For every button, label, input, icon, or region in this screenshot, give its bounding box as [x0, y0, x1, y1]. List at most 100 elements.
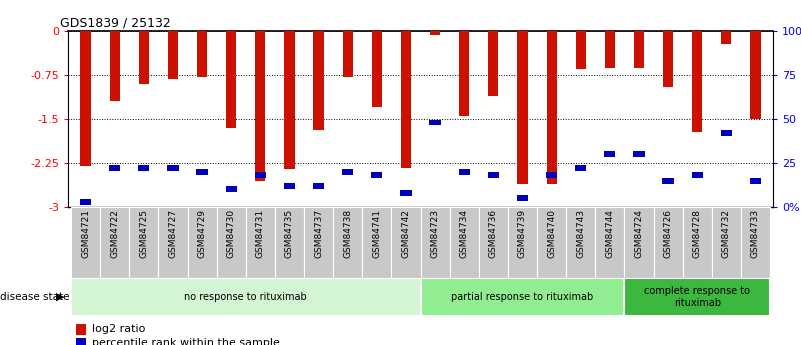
Bar — [371, 172, 382, 178]
Bar — [304, 207, 333, 278]
Bar — [605, 31, 615, 68]
Text: GSM84731: GSM84731 — [256, 209, 265, 258]
Bar — [625, 207, 654, 278]
Bar — [421, 207, 449, 278]
Text: GSM84723: GSM84723 — [431, 209, 440, 258]
Text: GSM84732: GSM84732 — [722, 209, 731, 258]
Text: GSM84733: GSM84733 — [751, 209, 760, 258]
Bar — [546, 172, 557, 178]
Bar — [372, 31, 382, 107]
Bar — [284, 31, 295, 169]
Bar — [159, 207, 187, 278]
Bar — [459, 31, 469, 116]
Bar — [576, 31, 586, 69]
Bar — [168, 31, 178, 79]
Text: GSM84742: GSM84742 — [401, 209, 410, 258]
Bar — [109, 165, 120, 171]
Bar — [517, 195, 528, 201]
Bar — [71, 207, 100, 278]
Text: GSM84734: GSM84734 — [460, 209, 469, 258]
Bar — [575, 165, 586, 171]
Text: GDS1839 / 25132: GDS1839 / 25132 — [60, 16, 171, 29]
Bar — [392, 207, 421, 278]
Bar — [196, 169, 207, 175]
Bar — [246, 207, 275, 278]
Text: GSM84735: GSM84735 — [285, 209, 294, 258]
Bar — [662, 178, 674, 184]
Bar — [139, 31, 149, 84]
Text: ▶: ▶ — [55, 292, 64, 302]
Bar — [604, 151, 615, 157]
Bar — [129, 207, 159, 278]
Bar — [751, 31, 761, 119]
Bar — [449, 207, 479, 278]
Bar — [313, 31, 324, 130]
Text: GSM84724: GSM84724 — [634, 209, 643, 258]
Bar — [421, 278, 625, 316]
Bar — [741, 207, 770, 278]
Bar — [691, 172, 702, 178]
Bar — [226, 31, 236, 128]
Text: log2 ratio: log2 ratio — [92, 325, 146, 334]
Text: GSM84726: GSM84726 — [663, 209, 673, 258]
Bar — [429, 120, 441, 126]
Text: GSM84736: GSM84736 — [489, 209, 498, 258]
Bar — [546, 31, 557, 184]
Text: GSM84725: GSM84725 — [139, 209, 148, 258]
Bar — [342, 169, 353, 175]
Bar — [139, 165, 150, 171]
Text: GSM84737: GSM84737 — [314, 209, 323, 258]
Bar — [634, 31, 644, 68]
Bar — [479, 207, 508, 278]
Bar — [566, 207, 595, 278]
Text: GSM84728: GSM84728 — [693, 209, 702, 258]
Text: GSM84739: GSM84739 — [518, 209, 527, 258]
Bar — [226, 186, 237, 192]
Text: GSM84741: GSM84741 — [372, 209, 381, 258]
Bar — [489, 31, 498, 96]
Bar — [721, 31, 731, 44]
Bar — [343, 31, 352, 77]
Bar — [197, 31, 207, 77]
Bar — [71, 278, 421, 316]
Text: GSM84743: GSM84743 — [576, 209, 586, 258]
Text: partial response to rituximab: partial response to rituximab — [451, 292, 594, 302]
Bar — [517, 31, 528, 184]
Bar — [750, 178, 761, 184]
Bar — [216, 207, 246, 278]
Bar — [595, 207, 625, 278]
Bar — [400, 31, 411, 168]
Bar — [80, 199, 91, 205]
Text: GSM84721: GSM84721 — [81, 209, 90, 258]
Text: GSM84727: GSM84727 — [168, 209, 178, 258]
Bar — [167, 165, 179, 171]
Text: disease state: disease state — [0, 292, 70, 302]
Text: GSM84722: GSM84722 — [111, 209, 119, 258]
Bar — [508, 207, 537, 278]
Text: no response to rituximab: no response to rituximab — [184, 292, 307, 302]
Text: percentile rank within the sample: percentile rank within the sample — [92, 338, 280, 345]
Bar — [255, 172, 266, 178]
Text: GSM84730: GSM84730 — [227, 209, 235, 258]
Bar — [187, 207, 216, 278]
Bar — [488, 172, 499, 178]
Text: GSM84744: GSM84744 — [606, 209, 614, 258]
Bar — [654, 207, 682, 278]
Bar — [333, 207, 362, 278]
Bar — [692, 31, 702, 132]
Text: GSM84740: GSM84740 — [547, 209, 556, 258]
Bar — [712, 207, 741, 278]
Bar — [537, 207, 566, 278]
Bar — [634, 151, 645, 157]
Bar — [721, 130, 732, 136]
Bar — [80, 31, 91, 166]
Bar — [313, 183, 324, 189]
Bar — [682, 207, 712, 278]
Bar — [362, 207, 392, 278]
Text: GSM84729: GSM84729 — [198, 209, 207, 258]
Bar — [663, 31, 673, 87]
Text: complete response to
rituximab: complete response to rituximab — [644, 286, 751, 307]
Bar — [625, 278, 770, 316]
Bar — [100, 207, 129, 278]
Bar — [284, 183, 295, 189]
